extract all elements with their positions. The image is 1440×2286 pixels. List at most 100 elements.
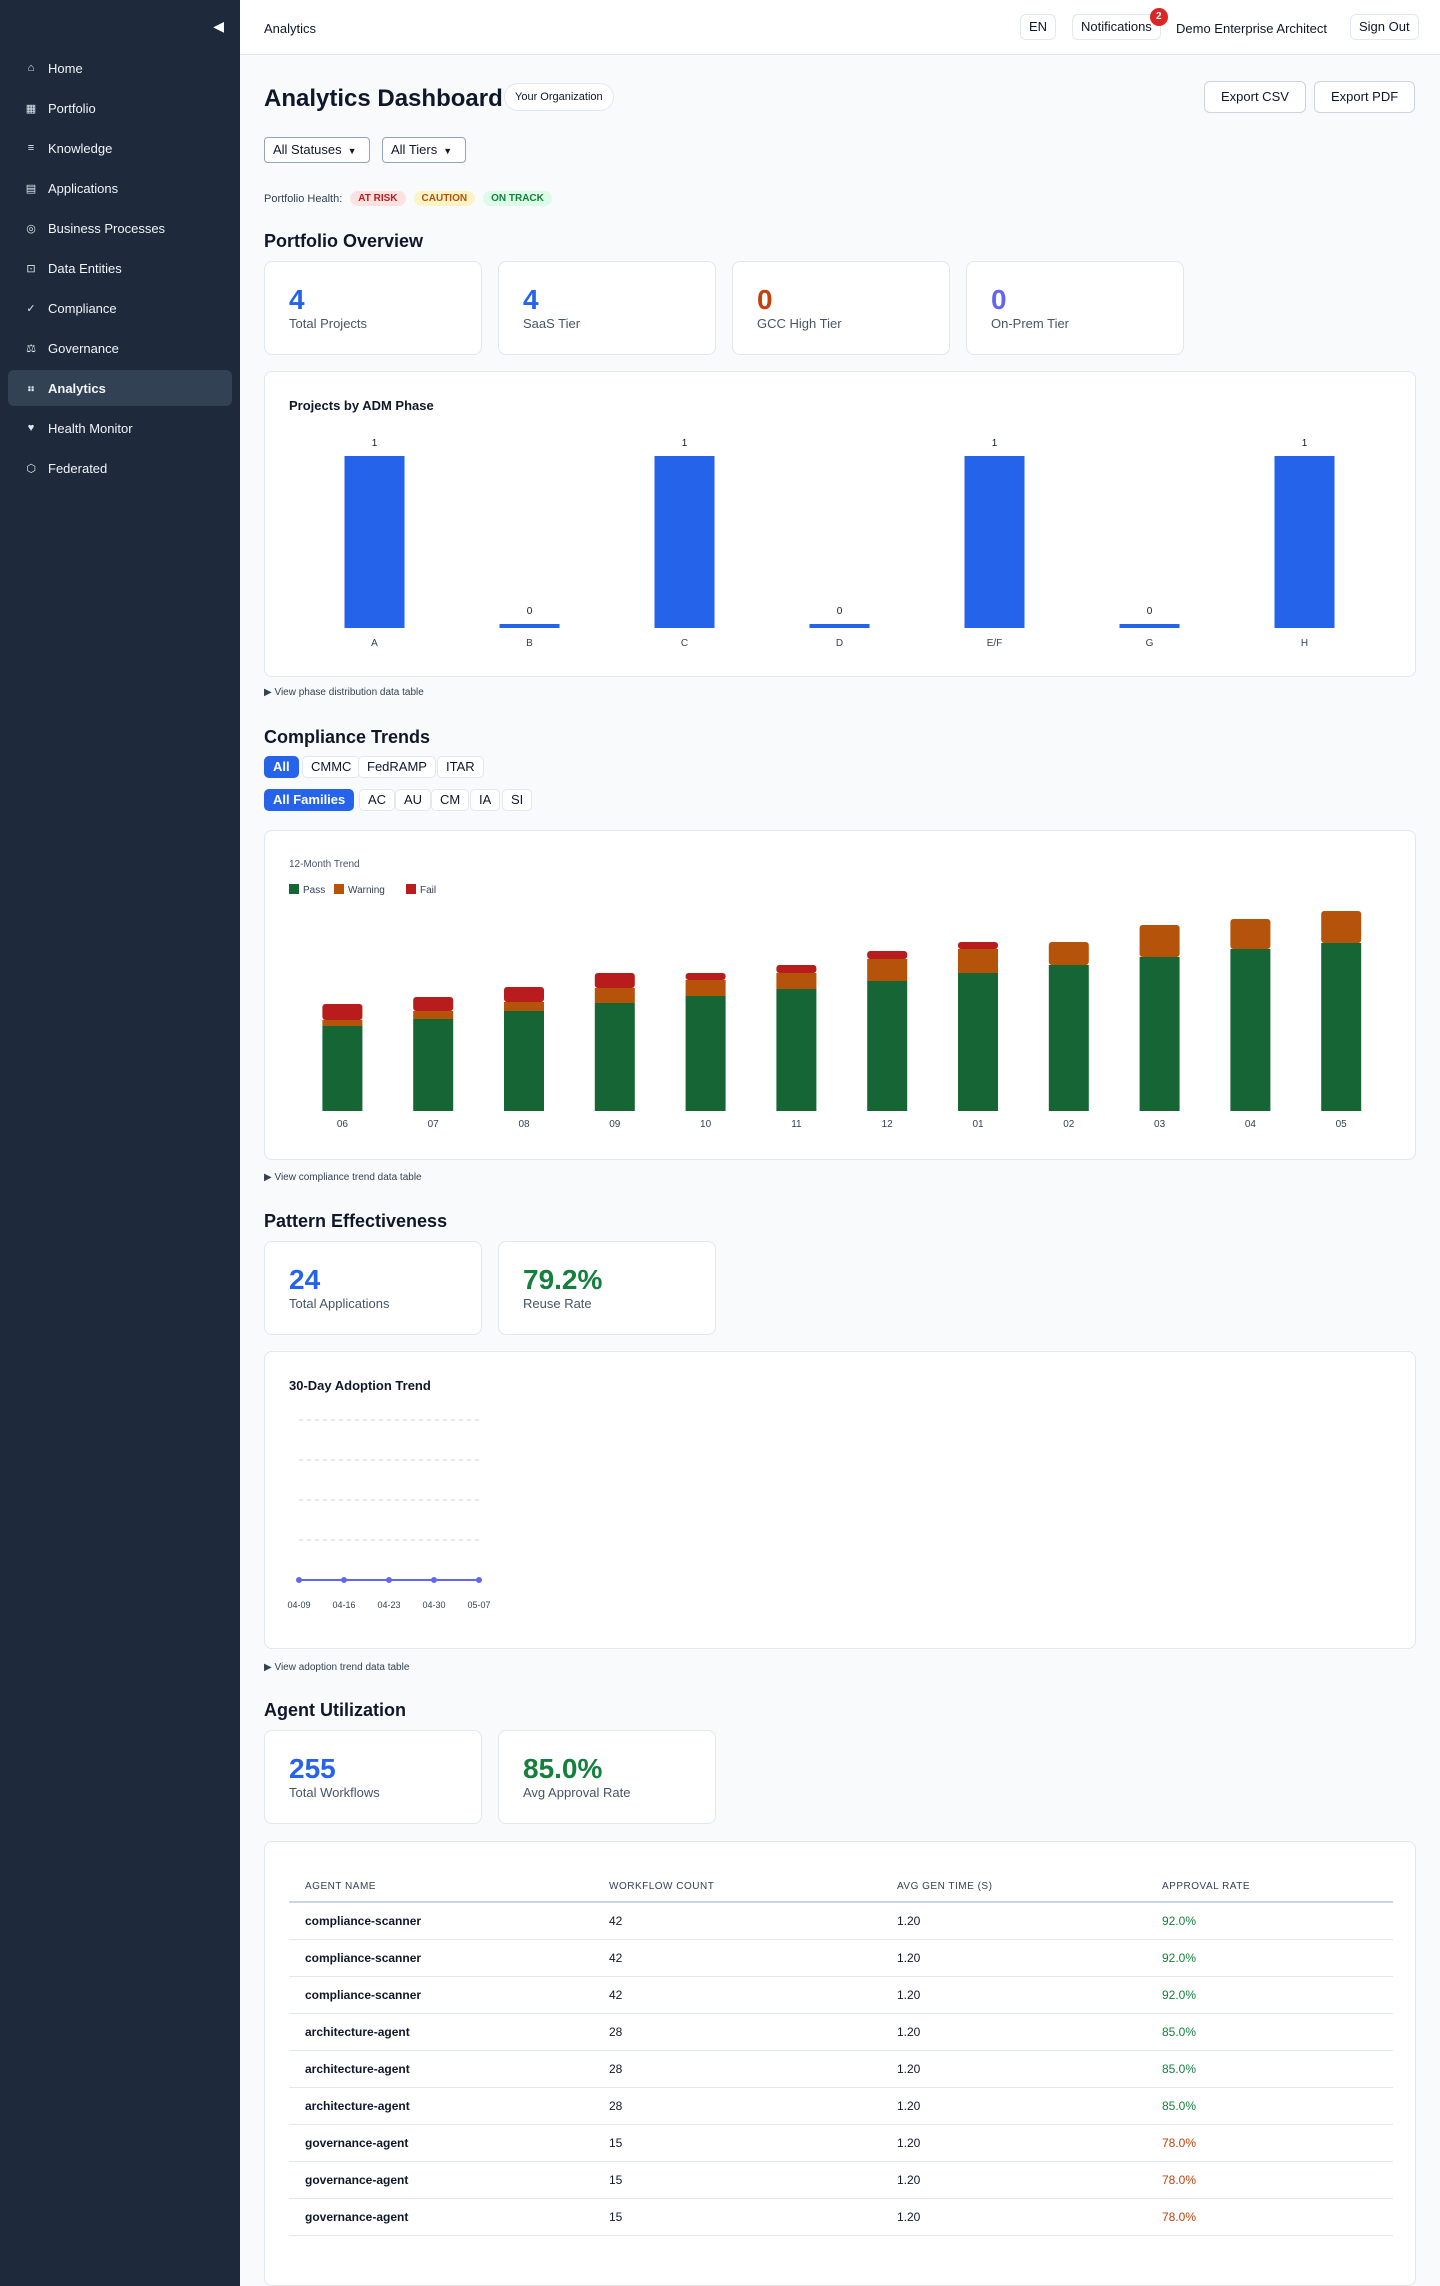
filter-cm[interactable]: CM [431,789,470,811]
avg-gen-time-cell: 1.20 [881,2013,1146,2051]
stat-value: 0 [757,284,773,315]
filter-cmmc[interactable]: CMMC [302,756,361,778]
filter-itar[interactable]: ITAR [437,756,484,778]
phase-table-link: View phase distribution data table [274,687,424,698]
export-csv-button[interactable]: Export CSV [1204,81,1306,113]
tier-filter-select[interactable]: All Tiers ▼ [382,137,466,163]
portfolio-stat-card: 4 Total Projects [264,261,482,355]
filter-si[interactable]: SI [502,789,533,811]
workflow-count-cell: 28 [593,2013,881,2051]
table-row: governance-agent 15 1.20 78.0% [289,2161,1393,2199]
agent-name-cell: governance-agent [289,2161,593,2199]
agent-name-cell: architecture-agent [289,2050,593,2088]
phase-tick-label: H [1301,638,1308,649]
sidebar-item-data-entities[interactable]: ⊡ Data Entities [8,250,232,286]
date-tick-label: 04-09 [287,1600,310,1610]
adoption-chart-title: 30-Day Adoption Trend [289,1378,431,1393]
sidebar-item-compliance[interactable]: ✓ Compliance [8,290,232,326]
phase-bar [809,624,870,628]
filter-ac[interactable]: AC [359,789,396,811]
agent-name-cell: compliance-scanner [289,1902,593,1940]
adoption-point [296,1577,302,1583]
sidebar-item-federated[interactable]: ⬡ Federated [8,450,232,486]
bar-value-label: 0 [527,606,533,617]
sidebar-item-business-processes[interactable]: ◎ Business Processes [8,210,232,246]
stacked-bar-warning [1048,942,1089,965]
filter-au[interactable]: AU [395,789,432,811]
stacked-bar-fail [413,997,454,1011]
status-filter-select[interactable]: All Statuses ▼ [264,137,370,163]
user-name: Demo Enterprise Architect [1176,21,1328,36]
date-tick-label: 04-23 [377,1600,400,1610]
phase-tick-label: E/F [987,638,1003,649]
table-row: governance-agent 15 1.20 78.0% [289,2124,1393,2162]
stacked-bar-warning [1230,919,1271,949]
stacked-bar-warning [776,973,817,989]
portfolio-overview-heading: Portfolio Overview [264,231,424,251]
sign-out-button[interactable]: Sign Out [1350,14,1419,40]
check-icon: ✓ [26,302,36,315]
month-tick-label: 11 [791,1119,802,1130]
avg-gen-time-cell: 1.20 [881,2087,1146,2125]
target-icon: ◎ [26,222,36,235]
phase-table-toggle[interactable]: ▶ View phase distribution data table [264,687,424,698]
sidebar-item-analytics[interactable]: ⠶ Analytics [8,370,232,406]
sidebar-item-governance[interactable]: ⚖ Governance [8,330,232,366]
sidebar: ◀ ⌂ Home ▦ Portfolio ≡ Knowledge ▤ Applications… [0,0,240,2286]
table-row: compliance-scanner 42 1.20 92.0% [289,1939,1393,1977]
language-button[interactable]: EN [1020,14,1057,40]
filter-fedramp[interactable]: FedRAMP [358,756,436,778]
date-tick-label: 04-16 [332,1600,355,1610]
stacked-bar-warning [1321,911,1362,943]
caution-badge: CAUTION [413,191,476,206]
sidebar-item-applications[interactable]: ▤ Applications [8,170,232,206]
health-label: Portfolio Health: [264,192,343,205]
scale-icon: ⚖ [26,342,36,355]
filter-ia[interactable]: IA [470,789,501,811]
stat-label: Total Applications [289,1296,390,1311]
trend-table-toggle[interactable]: ▶ View compliance trend data table [264,1172,422,1183]
at-risk-badge: AT RISK [350,191,406,206]
sidebar-item-label: Data Entities [48,260,122,276]
month-tick-label: 01 [972,1119,984,1130]
filter-all[interactable]: All [264,756,299,778]
compliance-trends-heading: Compliance Trends [264,727,431,747]
stacked-bar-warning [594,988,635,1003]
sidebar-item-knowledge[interactable]: ≡ Knowledge [8,130,232,166]
stacked-bar-pass [504,1011,544,1111]
export-pdf-button[interactable]: Export PDF [1314,81,1416,113]
stat-label: Total Workflows [289,1785,380,1800]
sidebar-item-home[interactable]: ⌂ Home [8,50,232,86]
adoption-trend-card: 30-Day Adoption Trend 04-09 04-16 04-23 04-… [264,1351,1416,1649]
on-track-badge: ON TRACK [483,191,552,206]
phase-tick-label: A [371,638,378,649]
date-tick-label: 05-07 [467,1600,490,1610]
adoption-table-toggle[interactable]: ▶ View adoption trend data table [264,1662,410,1673]
collapse-sidebar-icon[interactable]: ◀ [213,18,224,34]
pattern-stat-card: 24 Total Applications [264,1241,482,1335]
stat-value: 79.2% [523,1264,603,1295]
stacked-bar-warning [504,1002,544,1011]
column-header: AVG GEN TIME (S) [881,1872,1146,1903]
stacked-bar-warning [958,949,998,973]
stacked-bar-warning [413,1011,454,1019]
avg-gen-time-cell: 1.20 [881,2050,1146,2088]
filter-all-families[interactable]: All Families [264,789,355,811]
sidebar-item-health-monitor[interactable]: ♥ Health Monitor [8,410,232,446]
sidebar-item-label: Compliance [48,300,117,316]
approval-rate-cell: 92.0% [1146,1976,1393,2014]
adoption-line-chart: 04-09 04-16 04-23 04-30 05-07 [287,1419,491,1610]
stacked-bar-pass [594,1003,635,1111]
portfolio-stat-card: 0 On-Prem Tier [966,261,1184,355]
phase-bar-chart: 1 A 0 B 1 C 0 D 1 E/F 0 G 1 H [344,438,1335,649]
month-tick-label: 06 [337,1119,349,1130]
stacked-bar-fail [504,987,544,1002]
status-filter-value: All Statuses [273,142,342,157]
agent-utilization-heading: Agent Utilization [264,1700,406,1720]
heart-icon: ♥ [27,422,35,434]
agent-name-cell: compliance-scanner [289,1939,593,1977]
bar-value-label: 1 [992,438,998,449]
month-tick-label: 09 [609,1119,621,1130]
sidebar-item-portfolio[interactable]: ▦ Portfolio [8,90,232,126]
notifications-button[interactable]: Notifications 2 [1072,8,1168,40]
